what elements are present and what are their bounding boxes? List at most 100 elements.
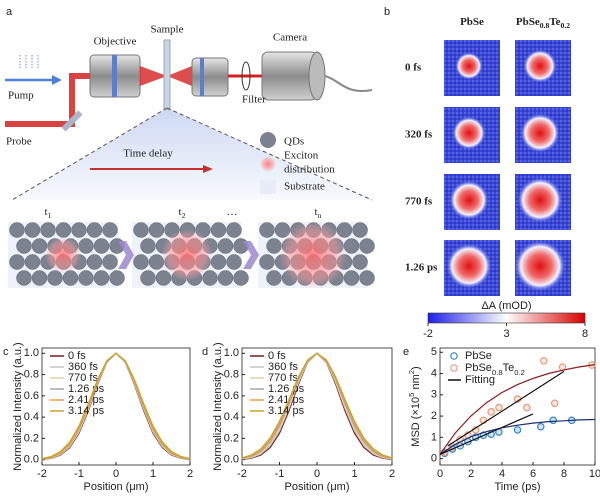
fit-line bbox=[439, 364, 596, 455]
colorbar-tick-label: 8 bbox=[582, 328, 588, 340]
x-tick-label: 0 bbox=[437, 468, 443, 480]
x-tick-label: -1 bbox=[275, 468, 285, 480]
panel-label: c bbox=[3, 346, 9, 358]
map-spot bbox=[449, 180, 489, 220]
line bbox=[41, 352, 191, 460]
legend-swatch bbox=[450, 352, 458, 360]
y-tick-label: 3 bbox=[431, 389, 437, 401]
quantum-dot bbox=[140, 238, 156, 254]
quantum-dot bbox=[359, 238, 375, 254]
text-part: 0.2 bbox=[561, 21, 571, 30]
step-arrow bbox=[243, 241, 259, 269]
text-part: 2 bbox=[407, 370, 416, 374]
legend-swatch bbox=[450, 364, 458, 372]
x-tick-label: 0 bbox=[113, 468, 119, 480]
quantum-dot bbox=[217, 270, 234, 286]
text-part: 0.8 bbox=[492, 368, 503, 377]
colorbar-tick-label: 3 bbox=[503, 328, 509, 340]
x-tick-label: 1 bbox=[150, 468, 156, 480]
step-arrow bbox=[118, 241, 134, 269]
quantum-dot bbox=[210, 254, 227, 270]
y-axis-label: Normalized Intensity (a.u.) bbox=[12, 342, 24, 470]
quantum-dot bbox=[352, 222, 368, 238]
data-point bbox=[522, 403, 531, 412]
text-part: 5 bbox=[407, 393, 416, 397]
text-part: 2 bbox=[182, 211, 186, 220]
optics-label: Objective bbox=[94, 36, 137, 48]
y-tick-label: 0.0 bbox=[24, 454, 39, 466]
text-part: PbSe bbox=[516, 16, 540, 28]
fit-line bbox=[439, 418, 596, 455]
x-tick-label: 2 bbox=[187, 468, 193, 480]
colorbar-label: ΔA (mOD) bbox=[481, 300, 531, 312]
text-part: n bbox=[318, 211, 322, 220]
legend-label: 770 fs bbox=[68, 372, 98, 384]
y-tick-label: 0.2 bbox=[24, 432, 39, 444]
x-tick-label: 6 bbox=[530, 468, 536, 480]
y-tick-label: 0.6 bbox=[224, 390, 239, 402]
map-spot bbox=[523, 49, 557, 83]
optics-label: Sample bbox=[151, 24, 184, 36]
exciton-glow bbox=[161, 229, 213, 281]
row-label: 1.26 ps bbox=[405, 262, 438, 274]
column-header: PbSe bbox=[460, 16, 484, 28]
optics-label: Filter bbox=[242, 94, 266, 106]
quantum-dot bbox=[93, 270, 110, 286]
y-tick-label: 0.4 bbox=[224, 411, 239, 423]
charts: -2 -1 0 1 2 0.0 0.2 0.4 0.6 0.8 1.0 Position (μm) No… bbox=[12, 342, 600, 493]
optics-label: Pump bbox=[8, 90, 34, 102]
legend-label: 2.41 ps bbox=[268, 394, 305, 406]
data-point bbox=[495, 403, 503, 412]
optics-label: Camera bbox=[273, 32, 307, 44]
x-tick-label: -1 bbox=[74, 468, 84, 480]
column-header: PbSe0.8Te0.2 bbox=[516, 16, 570, 31]
data-point bbox=[513, 426, 522, 434]
quantum-dot bbox=[210, 222, 227, 238]
map-spot bbox=[452, 116, 486, 150]
text-part: PbSe bbox=[460, 16, 484, 28]
y-tick-label: 0.8 bbox=[224, 368, 239, 380]
quantum-dot bbox=[259, 222, 275, 238]
quantum-dot bbox=[352, 254, 368, 270]
line bbox=[241, 352, 393, 460]
legend-label: Substrate bbox=[284, 181, 325, 193]
quantum-dot bbox=[359, 270, 375, 286]
text-part: MSD (×10 bbox=[410, 397, 422, 447]
line bbox=[241, 352, 393, 459]
quantum-dot bbox=[226, 254, 242, 270]
map-spot bbox=[446, 243, 492, 289]
legend-label: 360 fs bbox=[268, 361, 298, 373]
panel-label: d bbox=[202, 346, 208, 358]
legend-label: 360 fs bbox=[68, 361, 98, 373]
x-axis-label: Position (μm) bbox=[284, 481, 349, 493]
text-part: 1 bbox=[48, 211, 52, 220]
line bbox=[241, 352, 393, 460]
step-label: tn bbox=[315, 206, 322, 221]
quantum-dot bbox=[93, 238, 110, 254]
line bbox=[41, 352, 191, 460]
y-tick-label: 5 bbox=[431, 346, 437, 358]
x-tick-label: 8 bbox=[561, 468, 567, 480]
map-spot bbox=[517, 177, 563, 223]
quantum-dot bbox=[259, 254, 275, 270]
text-part: nm bbox=[410, 374, 422, 392]
quantum-dot bbox=[31, 270, 48, 286]
quantum-dot bbox=[24, 222, 41, 238]
text-part: t bbox=[315, 206, 318, 218]
line bbox=[41, 352, 191, 460]
text-part: Te bbox=[549, 16, 560, 28]
quantum-dot bbox=[16, 238, 32, 254]
text-part: Te bbox=[503, 362, 515, 374]
quantum-dot bbox=[78, 238, 94, 254]
quantum-dot bbox=[343, 270, 360, 286]
quantum-dot bbox=[233, 270, 249, 286]
y-tick-label: 0.2 bbox=[224, 432, 239, 444]
y-tick-label: 0.0 bbox=[224, 454, 239, 466]
map-spot bbox=[514, 240, 566, 292]
legend-label: 0 fs bbox=[268, 350, 286, 362]
y-tick-label: 1.0 bbox=[224, 347, 239, 359]
row-label: 770 fs bbox=[405, 196, 433, 208]
quantum-dot bbox=[133, 254, 149, 270]
setup-drawing bbox=[5, 39, 373, 201]
